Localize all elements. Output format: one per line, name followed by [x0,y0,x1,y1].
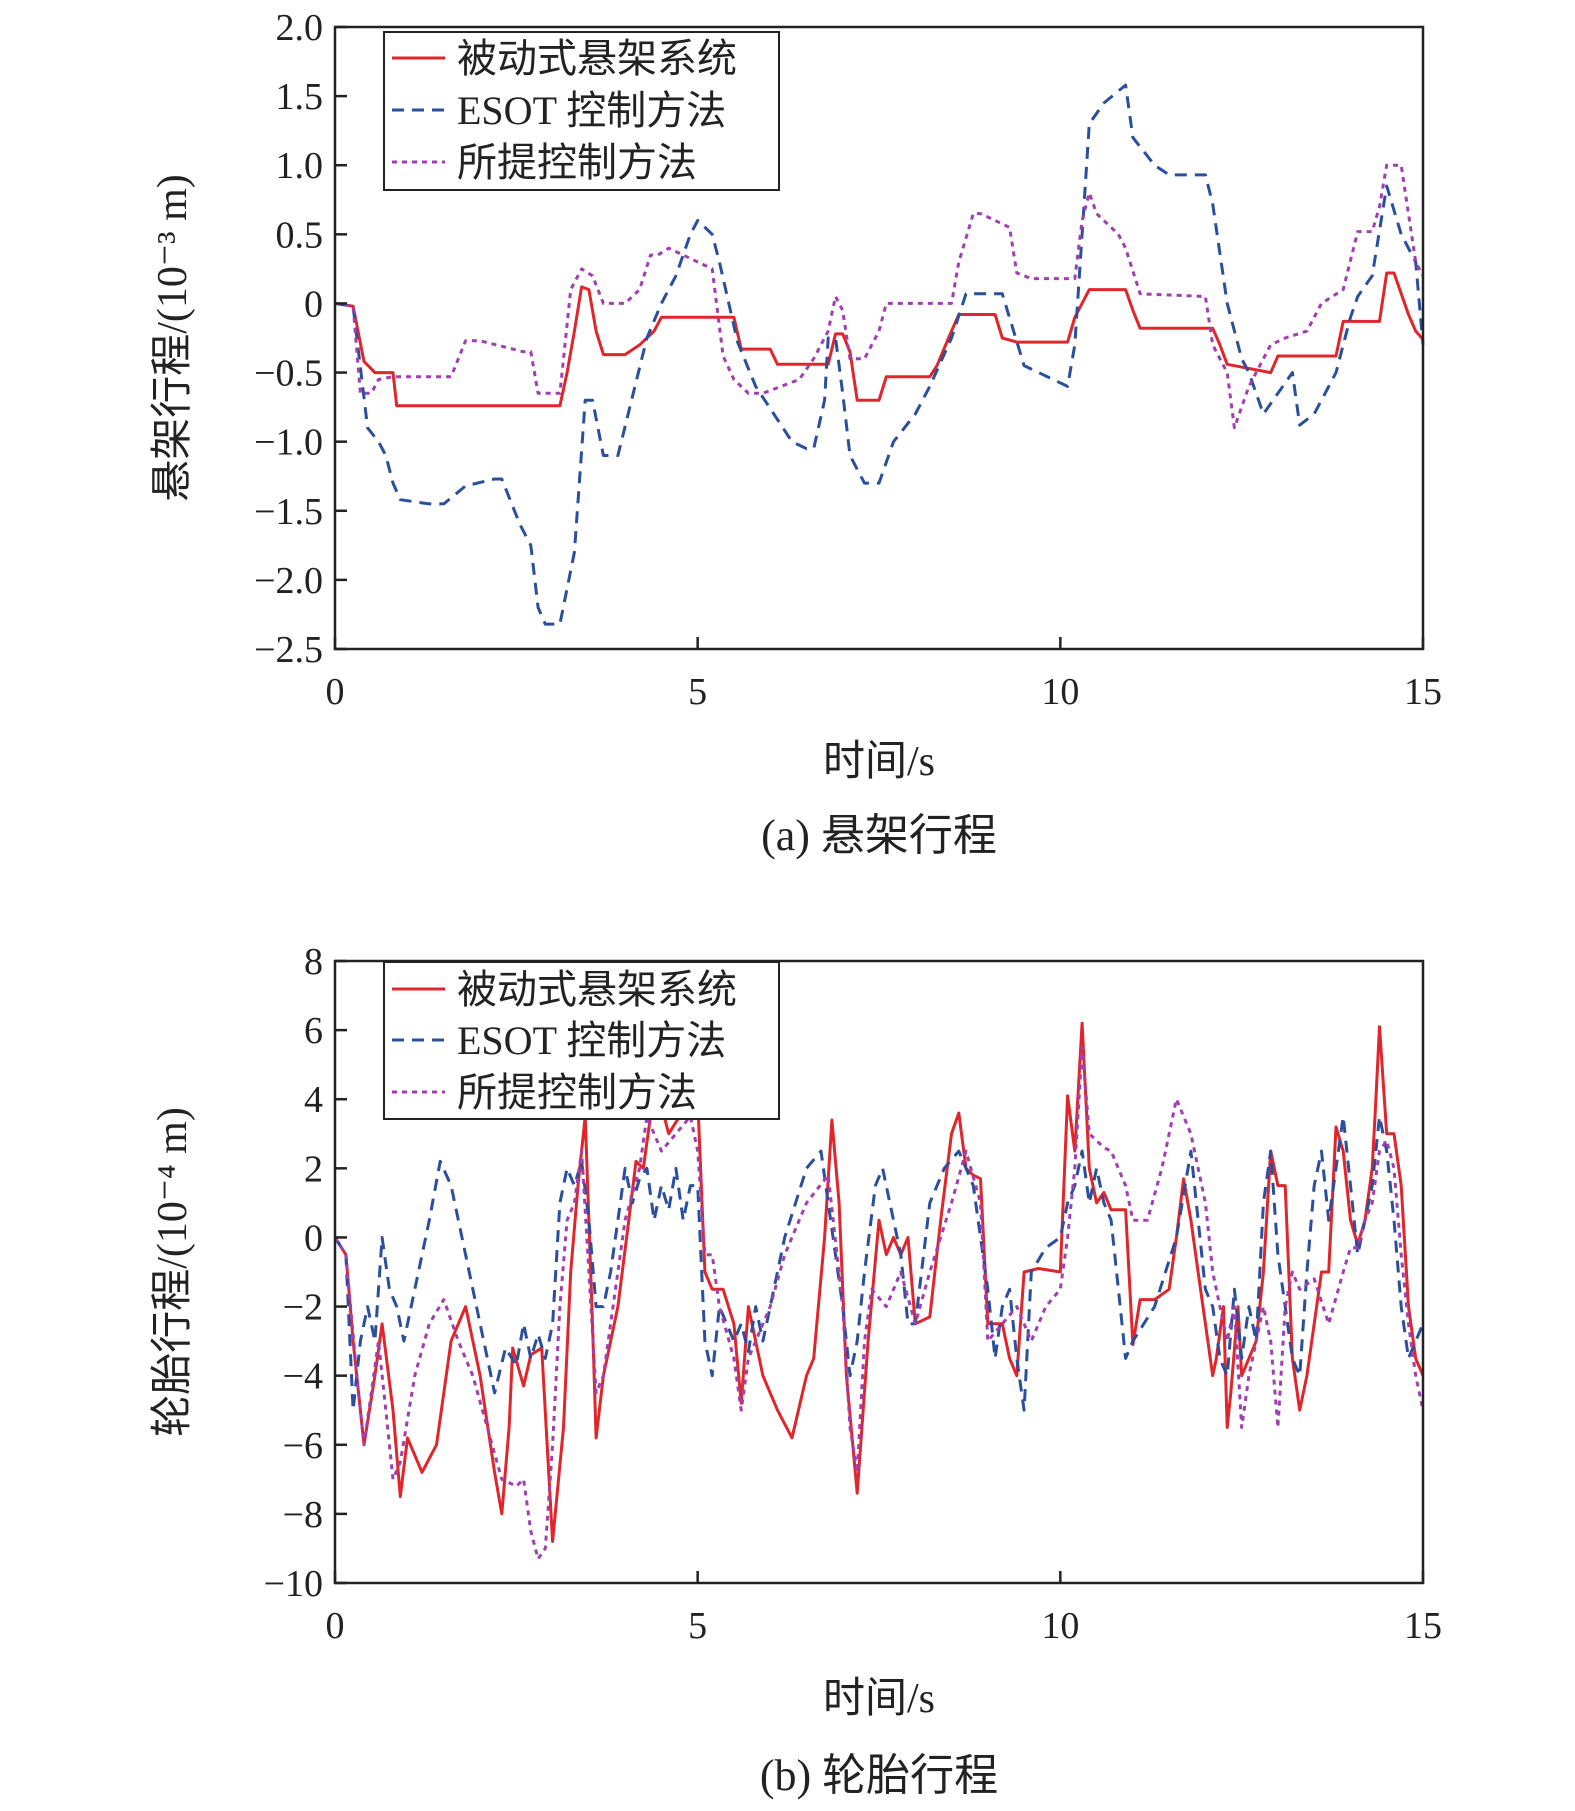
chart-b-xtick-label: 0 [326,1605,345,1647]
chart-a-legend-label-0: 被动式悬架系统 [457,36,737,81]
chart-a-ytick-label: −2.0 [254,560,323,602]
chart-a-ytick-label: 2.0 [276,7,324,49]
chart-b-ytick-label: 0 [304,1217,323,1259]
chart-a-ytick-label: 1.5 [276,76,324,118]
chart-b-plot-frame [333,959,1425,1585]
chart-a-xtick-label: 15 [1404,671,1442,713]
chart-a-caption: (a) 悬架行程 [761,811,997,860]
chart-a-legend: 被动式悬架系统 ESOT 控制方法 所提控制方法 [383,31,780,191]
chart-b-ytick-label: −10 [264,1563,323,1605]
chart-a-ytick-label: 1.0 [276,145,324,187]
chart-b: 0 5 10 15 8 6 4 2 0 −2 −4 −6 −8 −10 被动式悬架系统 ESOT 控制方法… [150,941,1442,1800]
chart-a-xtick-label: 5 [688,671,707,713]
chart-a-ticks: 0 5 10 15 2.0 1.5 1.0 0.5 0 −0.5 −1.0 −1.5 −2.0 −2.5 [254,7,1442,713]
chart-b-ticks: 0 5 10 15 8 6 4 2 0 −2 −4 −6 −8 −10 [264,941,1442,1647]
chart-b-legend-label-0: 被动式悬架系统 [457,967,737,1012]
chart-b-legend-label-2: 所提控制方法 [457,1070,697,1115]
chart-b-ytick-label: 8 [304,941,323,983]
chart-a-series [334,83,1425,626]
chart-a-ytick-label: −1.5 [254,491,323,533]
chart-a-ytick-label: −0.5 [254,353,323,395]
chart-b-series-1 [333,1115,1425,1412]
chart-a-xlabel: 时间/s [823,739,935,785]
chart-b-legend-label-1: ESOT 控制方法 [457,1018,726,1063]
chart-b-series-0 [333,1021,1425,1543]
chart-a-series-2 [334,163,1425,430]
chart-b-legend: 被动式悬架系统 ESOT 控制方法 所提控制方法 [383,961,780,1120]
chart-b-ytick-label: 2 [304,1148,323,1190]
chart-a: 0 5 10 152.01.51.00.50−0.5−1.0−1.5−2.0−2.5 … [150,7,1442,860]
chart-a-xtick-label: 10 [1041,671,1079,713]
chart-b-ytick-label: −8 [283,1494,323,1536]
chart-a-ylabel: 悬架行程/(10⁻³ m) [150,174,196,502]
chart-b-legend-box [383,961,780,1120]
chart-b-xtick-label: 10 [1041,1605,1079,1647]
chart-a-ytick-label: 0 [304,283,323,325]
chart-a-legend-label-2: 所提控制方法 [457,140,697,185]
chart-b-xtick-label: 15 [1404,1605,1442,1647]
chart-a-plot-frame [333,25,1425,651]
chart-a-series-1 [334,83,1425,626]
chart-b-series-2 [333,1045,1425,1561]
chart-b-ylabel: 轮胎行程/(10⁻⁴ m) [150,1107,196,1437]
chart-b-ytick-label: −6 [283,1425,323,1467]
chart-a-ytick-label: −2.5 [254,629,323,671]
chart-b-ytick-label: 6 [304,1010,323,1052]
chart-b-xtick-label: 5 [688,1605,707,1647]
chart-b-ytick-label: 4 [304,1079,323,1121]
chart-a-xtick-label: 0 [326,671,345,713]
chart-b-xlabel: 时间/s [823,1676,935,1722]
chart-a-ytick-label: 0.5 [276,214,324,256]
chart-b-series [333,1021,1425,1561]
chart-a-series-0 [334,271,1425,408]
chart-a-legend-box [383,31,780,191]
chart-a-ytick-label: −1.0 [254,422,323,464]
chart-b-caption: (b) 轮胎行程 [760,1751,998,1800]
chart-b-ytick-label: −2 [283,1287,323,1329]
chart-a-legend-label-1: ESOT 控制方法 [457,88,726,133]
chart-b-ytick-label: −4 [283,1356,323,1398]
